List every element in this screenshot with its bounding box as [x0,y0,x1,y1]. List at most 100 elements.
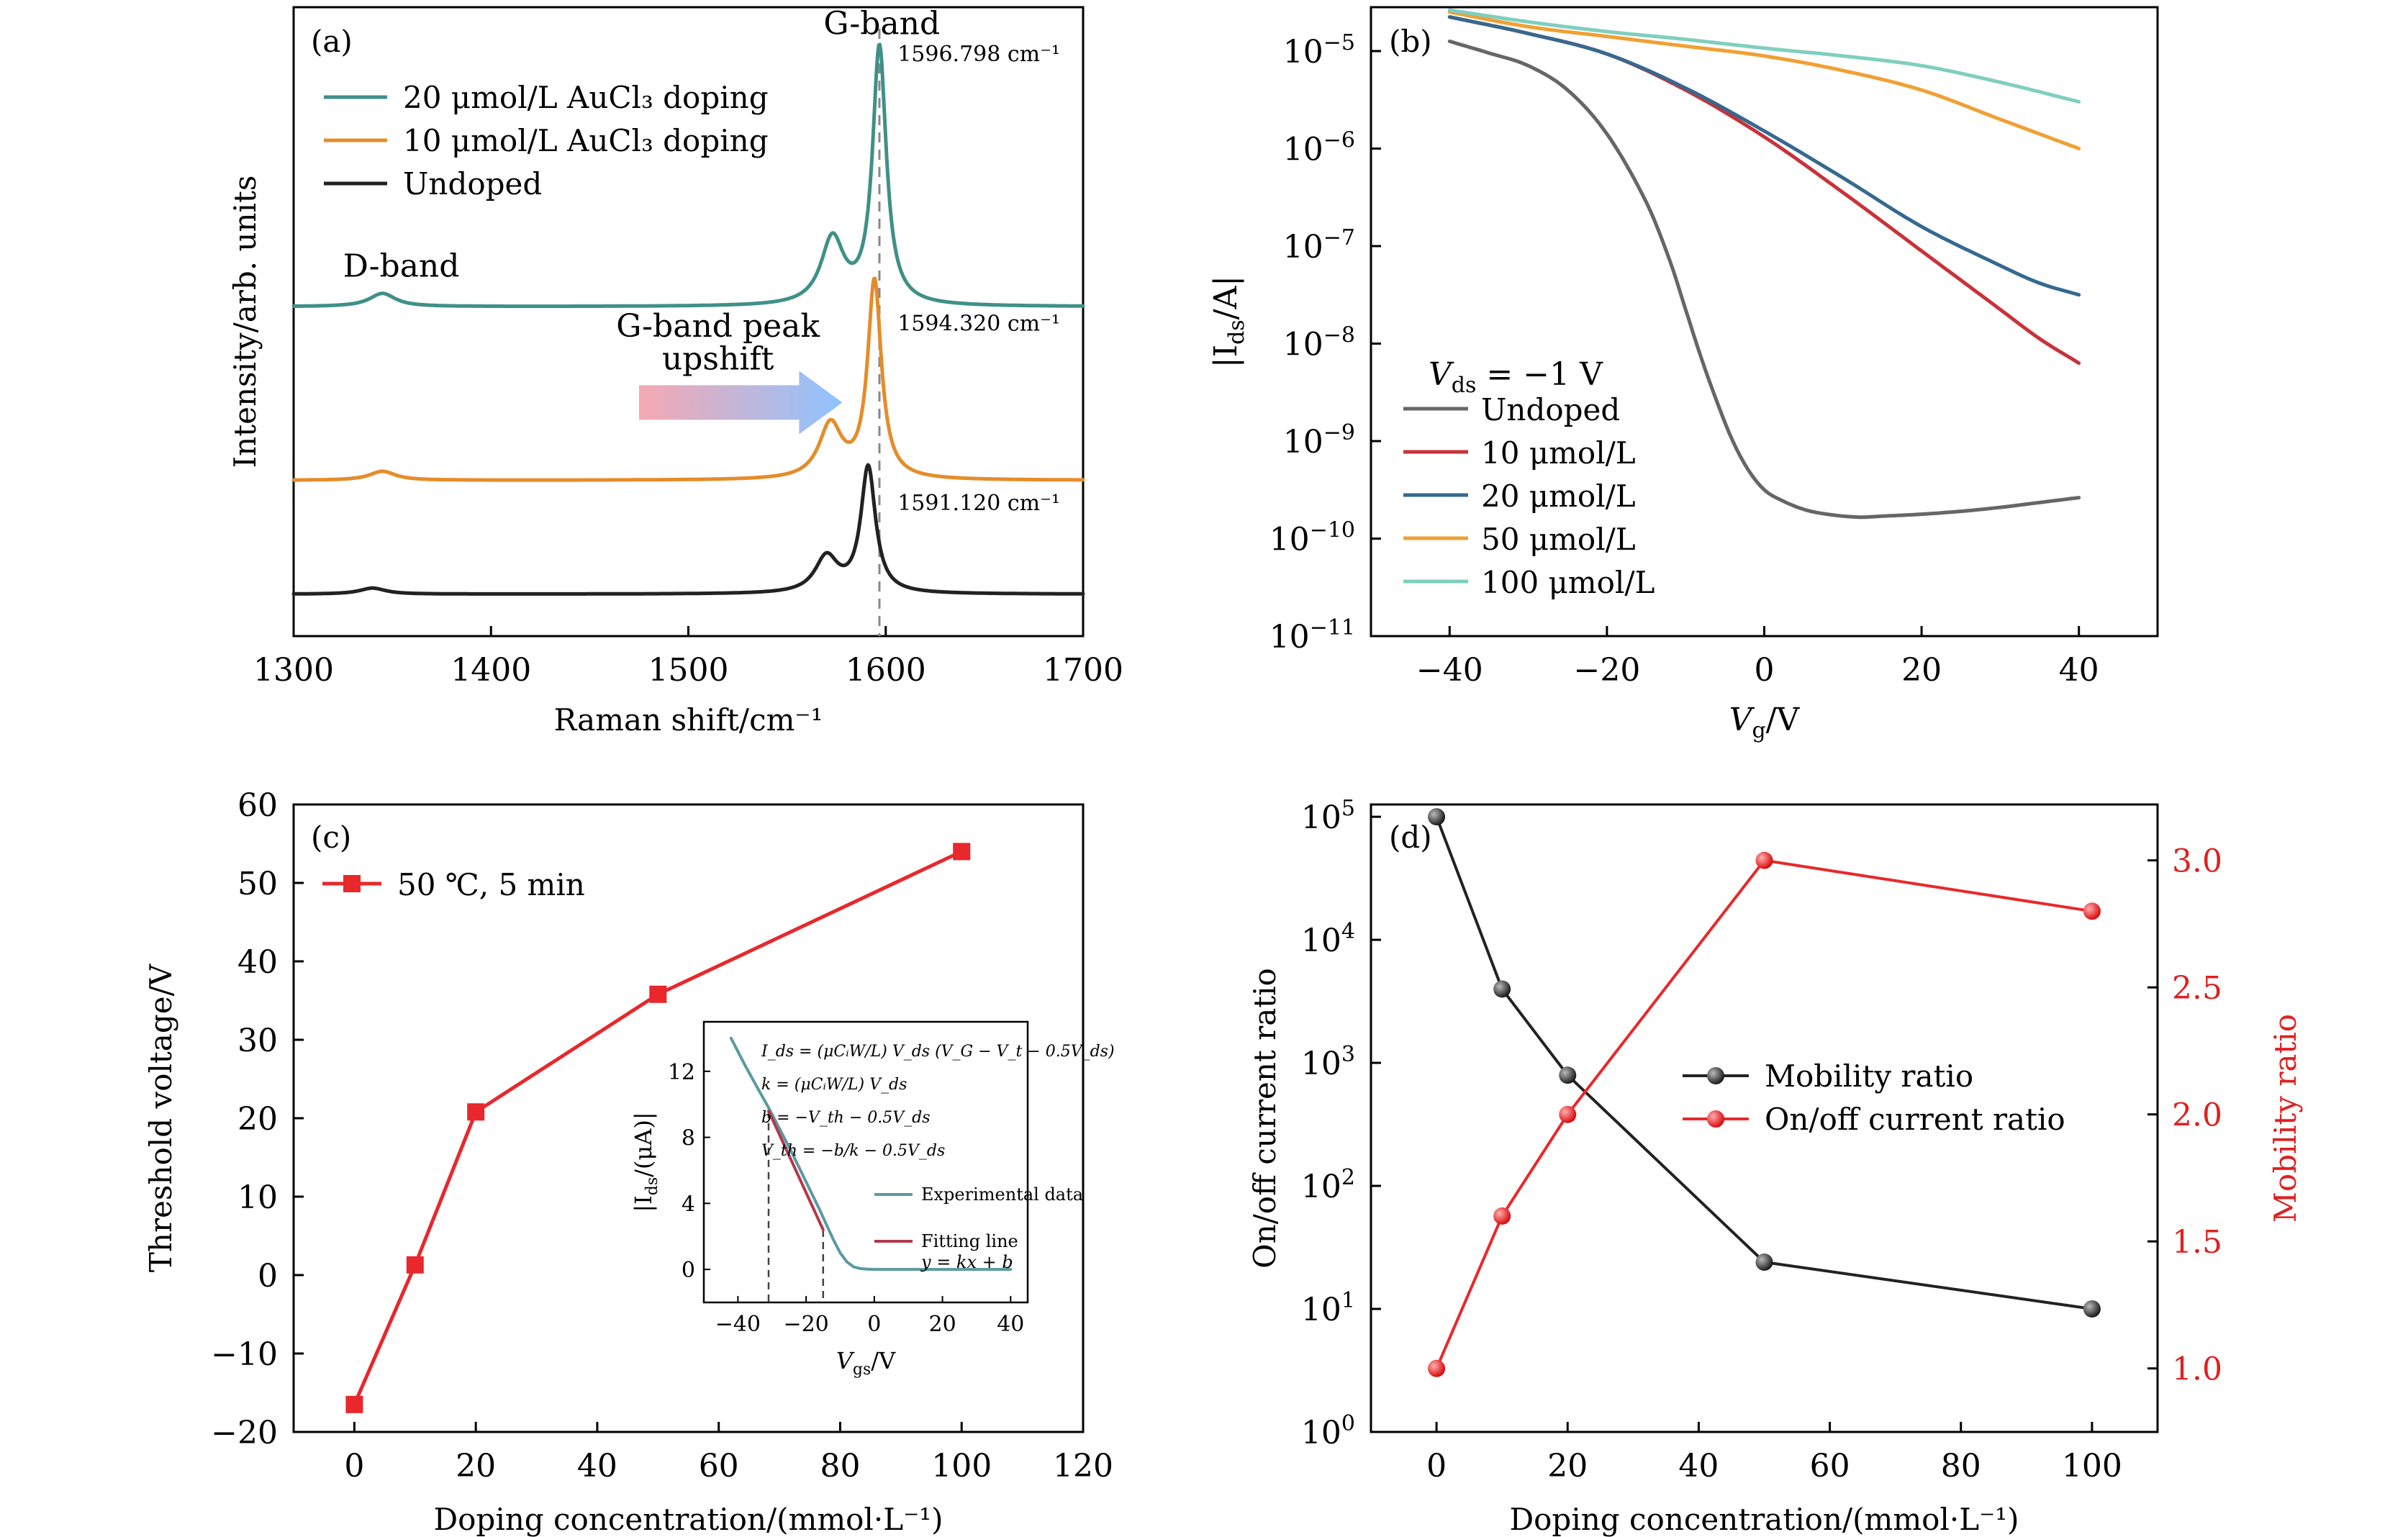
data-marker [953,843,971,861]
x-tick-label: 80 [1941,1448,1981,1484]
mobility-ratio-marker [1755,1253,1773,1271]
inset-x-tick-label: 20 [928,1312,956,1337]
x-tick-label: 0 [1426,1448,1447,1484]
tick-exponent: −6 [1323,127,1355,153]
annotation-text: upshift [662,341,774,378]
tick-base: 10 [1301,922,1341,959]
legend-marker [343,875,361,892]
y-axis-right-label: Mobility ratio [2268,1014,2303,1223]
label-main: V [836,1347,855,1374]
label-tail: /V [1766,702,1801,738]
plot-frame [1370,803,2159,1433]
transfer-curve-line [1447,10,2081,150]
tick-base: 10 [1301,1169,1341,1205]
raman-spectrum-line [291,42,1085,309]
data-marker [649,985,667,1003]
y-tick-label: 10−9 [1283,420,1355,461]
on-off-ratio-marker [1428,1359,1446,1377]
label-sub: g [1752,718,1765,743]
tick-base: 10 [1301,799,1341,836]
inset-x-tick-label: 0 [867,1312,881,1337]
inset-y-tick-label: 0 [682,1258,695,1283]
inset-legend-sublabel: y = kx + b [920,1252,1013,1272]
panel-d: 0 20 40 60 80 1001001011021031041051.01.52.02… [1247,796,2303,1537]
label-sub: gs [853,1361,871,1379]
y-tick-label: 0 [258,1258,278,1295]
x-tick-label: −20 [1573,652,1640,689]
y-tick-left-label: 101 [1301,1288,1355,1328]
raman-spectrum-line [291,276,1085,482]
panel-b: −40 −20 0 20 4010−510−610−710−810−910−1010−1… [1208,6,2159,743]
x-tick-label: 20 [456,1448,496,1484]
label-sub: ds [1452,373,1477,398]
data-marker [467,1103,485,1121]
tick-exponent: 4 [1341,919,1355,944]
transfer-curve-line [1447,8,2081,104]
on-off-ratio-marker [2083,902,2101,920]
x-axis-label: Vg/V [1729,702,1801,743]
y-tick-label: 20 [237,1101,278,1138]
x-tick-label: 20 [1547,1448,1588,1484]
tick-base: 10 [1269,521,1310,558]
tick-exponent: −9 [1323,420,1355,445]
tick-base: 10 [1283,229,1323,266]
x-tick-label: 40 [577,1448,617,1484]
tick-base: 10 [1283,34,1323,71]
legend-label: Mobility ratio [1765,1058,1973,1094]
x-tick-label: 60 [699,1448,739,1484]
tick-base: 10 [1269,619,1310,656]
annotation-text: 1596.798 cm⁻¹ [897,42,1060,67]
y-tick-label: 50 [237,866,278,902]
y-tick-label: 10−8 [1283,322,1355,363]
label-tail: /A| [1208,276,1244,319]
x-tick-label: 120 [1053,1448,1113,1484]
x-tick-label: −40 [1416,652,1483,689]
tick-exponent: 0 [1341,1411,1355,1436]
data-marker [406,1256,424,1274]
inset-frame [702,1020,1029,1304]
tick-base: 10 [1283,424,1323,461]
x-tick-label: 1400 [451,652,531,689]
legend-marker [1707,1110,1724,1128]
transfer-curve-line [1447,15,2081,297]
y-tick-label: 40 [237,944,278,981]
y-axis-left-label: On/off current ratio [1247,968,1282,1269]
y-tick-left-label: 102 [1301,1165,1355,1205]
inset-x-axis-label: Vgs/V [836,1347,896,1379]
y-tick-label: 10−10 [1269,517,1355,558]
y-axis-label: Threshold voltage/V [143,964,178,1272]
y-tick-label: 10−7 [1283,225,1355,266]
y-tick-left-label: 104 [1301,919,1355,959]
mobility-ratio-marker [1559,1066,1577,1084]
tick-exponent: −7 [1323,225,1355,250]
inset-fitting-line [767,1109,825,1232]
on-off-ratio-marker [1755,851,1773,869]
legend-label: Undoped [403,166,542,201]
x-axis-label: Doping concentration/(mmol·L⁻¹) [1509,1502,2019,1537]
data-marker [345,1395,363,1413]
y-tick-label: 10−11 [1269,615,1355,656]
tick-exponent: 5 [1341,796,1355,821]
inset-y-tick-label: 12 [668,1060,695,1085]
panel-label: (a) [311,24,353,59]
y-tick-label: 60 [237,787,278,824]
x-tick-label: 1600 [846,652,926,689]
tick-exponent: −8 [1323,322,1355,348]
y-tick-right-label: 2.5 [2172,970,2222,1007]
annotation-text: G-band peak [616,308,820,345]
inset-legend-label: Fitting line [921,1231,1018,1251]
x-tick-label: 40 [2059,652,2099,689]
annotation-text: 1594.320 cm⁻¹ [897,311,1060,336]
raman-spectrum-line [291,463,1085,596]
inset-equation: V_th = −b/k − 0.5V_ds [761,1142,945,1160]
x-axis-label: Raman shift/cm⁻¹ [554,702,823,738]
y-tick-right-label: 2.0 [2172,1097,2222,1134]
on-off-ratio-marker [1493,1207,1511,1225]
inset-equation: b = −V_th − 0.5V_ds [761,1109,931,1127]
tick-exponent: −10 [1310,517,1355,543]
x-tick-label: 1500 [648,652,729,689]
tick-base: 10 [1301,1292,1341,1328]
legend-label: 100 μmol/L [1481,565,1655,600]
inset-x-tick-label: −20 [783,1312,828,1337]
label-tail: /(μA)| [630,1112,657,1176]
